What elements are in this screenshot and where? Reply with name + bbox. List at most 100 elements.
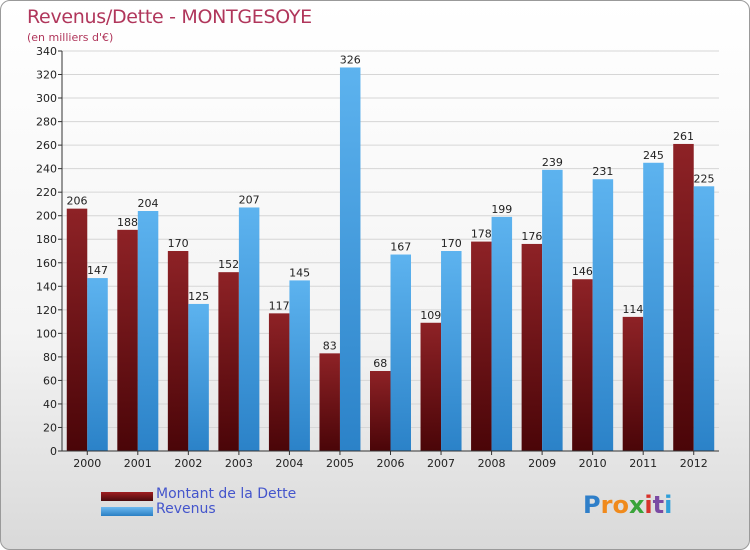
- data-label-dette: 176: [521, 230, 542, 243]
- bar-revenus: [289, 280, 310, 451]
- x-tick-label: 2003: [225, 457, 253, 470]
- x-tick-label: 2001: [124, 457, 152, 470]
- bar-dette: [66, 208, 88, 451]
- legend-swatch-revenus: [101, 507, 153, 516]
- axes: 0 20 40 60 80 100 120 140 160 180 200 220 240 260 280 3…: [36, 45, 719, 470]
- bar-dette: [521, 243, 543, 451]
- data-label-revenus: 170: [441, 237, 462, 250]
- data-label-revenus: 167: [390, 241, 411, 254]
- bar-revenus: [542, 169, 563, 451]
- y-tick-label: 60: [43, 374, 57, 387]
- logo-letter: i: [664, 491, 673, 519]
- y-tick-label: 200: [36, 210, 57, 223]
- y-tick-label: 80: [43, 351, 57, 364]
- logo-letter: P: [583, 491, 601, 519]
- data-label-dette: 146: [572, 265, 593, 278]
- bar-revenus: [592, 179, 614, 451]
- data-label-revenus: 225: [693, 172, 714, 185]
- bar-revenus: [643, 162, 664, 451]
- x-tick-label: 2009: [528, 457, 556, 470]
- y-tick-label: 260: [36, 139, 57, 152]
- logo-letter: o: [612, 491, 629, 519]
- x-tick-label: 2004: [275, 457, 303, 470]
- proxiti-logo: Proxiti: [583, 491, 672, 519]
- y-tick-label: 240: [36, 163, 57, 176]
- y-tick-label: 160: [36, 257, 57, 270]
- x-tick-label: 2012: [680, 457, 708, 470]
- data-label-revenus: 239: [542, 156, 563, 169]
- y-tick-label: 140: [36, 280, 57, 293]
- y-tick-label: 40: [43, 398, 57, 411]
- bar-dette: [218, 272, 239, 451]
- bar-revenus: [491, 216, 513, 451]
- data-label-dette: 68: [373, 357, 387, 370]
- data-label-dette: 114: [622, 303, 643, 316]
- bar-revenus: [441, 251, 462, 451]
- bar-revenus: [87, 278, 108, 451]
- x-tick-label: 2007: [427, 457, 455, 470]
- x-tick-label: 2008: [478, 457, 506, 470]
- bar-dette: [167, 251, 189, 451]
- legend-label-revenus: Revenus: [156, 501, 216, 517]
- data-label-dette: 83: [323, 339, 337, 352]
- logo-letter: t: [652, 491, 665, 519]
- data-label-dette: 152: [218, 258, 239, 271]
- x-tick-label: 2002: [174, 457, 202, 470]
- chart-subtitle: (en milliers d'€): [27, 31, 114, 44]
- bar-dette: [370, 371, 391, 451]
- bar-dette: [622, 316, 644, 451]
- logo-letter: x: [628, 491, 645, 519]
- x-tick-label: 2000: [73, 457, 101, 470]
- y-tick-label: 340: [36, 45, 57, 58]
- x-tick-label: 2006: [377, 457, 405, 470]
- legend-swatch-dette: [101, 492, 153, 501]
- y-tick-label: 100: [36, 327, 57, 340]
- data-label-revenus: 207: [239, 193, 260, 206]
- bar-dette: [117, 229, 138, 451]
- bar-dette: [420, 322, 442, 451]
- logo-letter: r: [600, 491, 613, 519]
- bar-revenus: [238, 207, 260, 451]
- data-label-revenus: 147: [87, 264, 108, 277]
- data-label-dette: 170: [168, 237, 189, 250]
- y-tick-label: 180: [36, 233, 57, 246]
- bar-dette: [673, 143, 694, 452]
- data-label-revenus: 199: [491, 203, 512, 216]
- bar-dette: [471, 241, 492, 451]
- bar-revenus: [693, 186, 715, 451]
- bar-dette: [268, 313, 290, 451]
- y-tick-label: 220: [36, 186, 57, 199]
- x-tick-label: 2005: [326, 457, 354, 470]
- legend-label-dette: Montant de la Dette: [156, 486, 297, 502]
- bar-revenus: [137, 211, 159, 451]
- data-label-dette: 261: [673, 130, 694, 143]
- y-tick-label: 300: [36, 92, 57, 105]
- bar-dette: [319, 353, 340, 451]
- bars: [66, 67, 715, 452]
- bar-dette: [572, 279, 593, 451]
- data-label-revenus: 326: [340, 53, 361, 66]
- data-label-dette: 188: [117, 216, 138, 229]
- chart-title: Revenus/Dette - MONTGESOYE: [27, 6, 312, 28]
- y-tick-label: 20: [43, 421, 57, 434]
- data-label-dette: 206: [67, 195, 88, 208]
- data-label-dette: 117: [269, 299, 290, 312]
- y-tick-label: 280: [36, 116, 57, 129]
- x-tick-label: 2010: [579, 457, 607, 470]
- y-tick-label: 320: [36, 69, 57, 82]
- data-label-revenus: 245: [643, 149, 664, 162]
- bar-revenus: [188, 303, 209, 451]
- bar-revenus: [339, 67, 361, 452]
- y-tick-label: 0: [50, 445, 57, 458]
- data-label-revenus: 231: [592, 165, 613, 178]
- data-label-revenus: 125: [188, 290, 209, 303]
- data-label-revenus: 204: [138, 197, 159, 210]
- data-label-revenus: 145: [289, 266, 310, 279]
- logo-letter: i: [644, 491, 653, 519]
- data-label-dette: 178: [471, 228, 492, 241]
- data-label-dette: 109: [420, 309, 441, 322]
- y-tick-label: 120: [36, 304, 57, 317]
